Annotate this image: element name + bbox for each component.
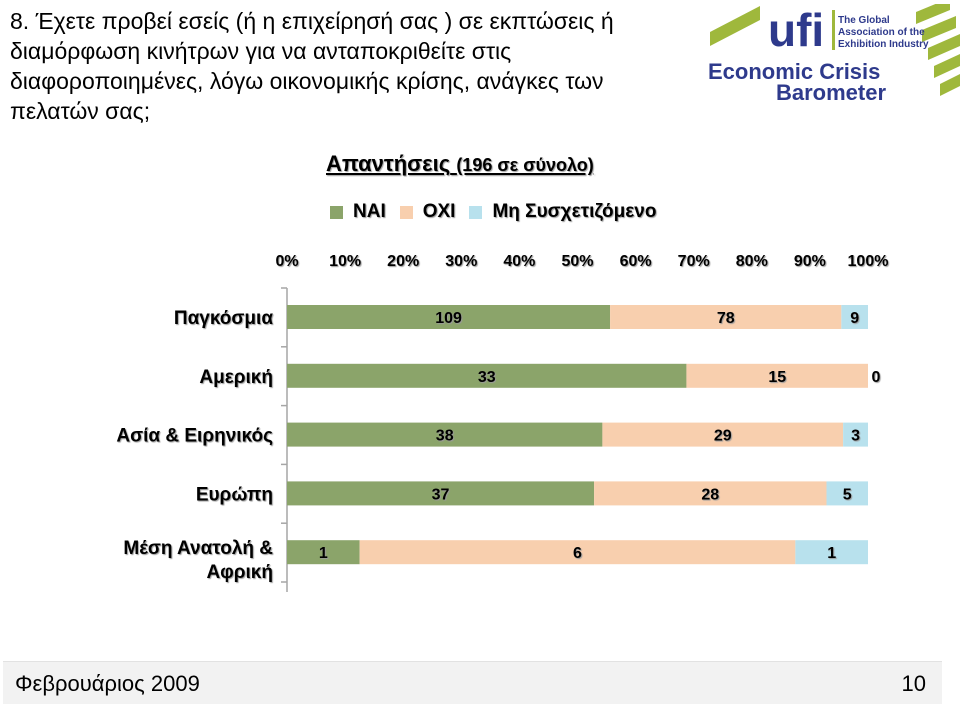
bar-segment-yes xyxy=(287,363,687,388)
data-label-yes: 38 xyxy=(436,428,454,445)
data-label-not-applicable: 1 xyxy=(827,545,836,562)
category-label: Παγκόσμια xyxy=(174,308,273,329)
data-label-not-applicable: 0 xyxy=(872,369,881,386)
footer-bar: Φεβρουάριος 2009 10 xyxy=(3,661,942,704)
data-label-not-applicable: 9 xyxy=(850,310,859,327)
data-label-not-applicable: 5 xyxy=(843,486,852,503)
data-label-yes: 109 xyxy=(435,310,462,327)
category-label: Αμερική xyxy=(199,367,273,388)
bar-segment-no xyxy=(686,363,868,388)
bar-segment-yes xyxy=(287,422,603,447)
bar-segment-not-applicable xyxy=(826,481,868,506)
logo-tagline-2: Association of the xyxy=(838,27,925,38)
data-label-no: 6 xyxy=(573,545,582,562)
page-number: 10 xyxy=(901,671,926,696)
bar-segment-not-applicable xyxy=(843,422,868,447)
bar-segment-not-applicable xyxy=(795,540,868,565)
x-tick-label: 70% xyxy=(678,253,710,270)
data-label-no: 78 xyxy=(717,310,735,327)
logo-barometer: Barometer xyxy=(776,80,886,105)
x-tick-label: 90% xyxy=(794,253,826,270)
x-tick-label: 0% xyxy=(275,253,298,270)
x-tick-label: 20% xyxy=(387,253,419,270)
bar-segment-not-applicable xyxy=(841,305,868,329)
logo-tagline-3: Exhibition Industry xyxy=(838,39,929,50)
x-tick-label: 40% xyxy=(503,253,535,270)
ufi-stripes-icon xyxy=(710,4,960,96)
question-text: 8. Έχετε προβεί εσείς (ή η επιχείρησή σα… xyxy=(10,8,614,124)
data-label-no: 29 xyxy=(714,428,732,445)
legend-item-no: ΟΧΙ xyxy=(399,201,456,223)
chart-title-sub: (196 σε σύνολο) xyxy=(456,155,594,175)
footer-date: Φεβρουάριος 2009 xyxy=(15,671,200,696)
legend-swatch-yes xyxy=(330,205,343,219)
logo-ufi-text: ufi xyxy=(768,4,824,56)
legend-swatch-not-applicable xyxy=(469,205,483,219)
bar-segment-yes xyxy=(287,305,611,329)
category-label: Ασία & Ειρηνικός xyxy=(116,426,273,447)
stacked-bar-chart: 0% 10% 20% 30% 40% 50% 60% 70% 80% 90% 100% Παγκόσμ… xyxy=(116,253,889,592)
chart-title-main: Απαντήσεις xyxy=(326,151,451,176)
bar-segment-yes xyxy=(287,481,595,506)
legend-item-yes: ΝΑΙ xyxy=(330,201,386,223)
chart-title: Απαντήσεις (196 σε σύνολο) xyxy=(326,151,594,177)
bar-segment-no xyxy=(610,305,842,329)
legend-item-not-applicable: Μη Συσχετιζόμενο xyxy=(469,201,656,223)
x-tick-label: 80% xyxy=(736,253,768,270)
x-tick-label: 50% xyxy=(561,253,593,270)
data-label-yes: 33 xyxy=(478,369,496,386)
ufi-economic-crisis-barometer-logo: ufi The Global Association of the Exhibi… xyxy=(708,4,960,105)
x-tick-label: 30% xyxy=(445,253,477,270)
bar-segment-no xyxy=(359,540,796,565)
data-label-yes: 1 xyxy=(319,545,328,562)
x-tick-label: 10% xyxy=(329,253,361,270)
legend-label-no: ΟΧΙ xyxy=(422,201,456,222)
x-tick-label: 100% xyxy=(848,253,889,270)
legend-label-yes: ΝΑΙ xyxy=(353,201,386,222)
bar-segment-no xyxy=(602,422,844,447)
data-label-yes: 37 xyxy=(432,486,450,503)
logo-economic-crisis: Economic Crisis xyxy=(708,59,880,84)
logo-tagline-1: The Global xyxy=(838,15,890,26)
bar-segment-yes xyxy=(287,540,360,565)
chart-legend: ΝΑΙ ΟΧΙ Μη Συσχετιζόμενο xyxy=(330,200,670,224)
bar-segment-no xyxy=(594,481,827,506)
category-label: Μέση Ανατολή & Αφρική xyxy=(123,538,273,583)
legend-label-not-applicable: Μη Συσχετιζόμενο xyxy=(492,201,657,222)
x-tick-label: 60% xyxy=(620,253,652,270)
legend-swatch-no xyxy=(399,205,413,219)
data-label-no: 15 xyxy=(768,369,786,386)
data-label-not-applicable: 3 xyxy=(851,428,860,445)
data-label-no: 28 xyxy=(701,486,719,503)
category-label: Ευρώπη xyxy=(196,484,273,505)
